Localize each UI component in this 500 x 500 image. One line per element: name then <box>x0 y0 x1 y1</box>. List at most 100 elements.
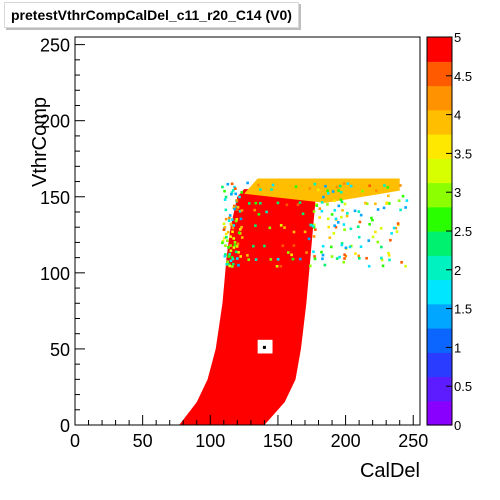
heatmap-cell <box>330 255 334 258</box>
heatmap-cell <box>227 263 231 266</box>
heatmap-cell <box>312 235 316 238</box>
colorbar-tick-label: 2.5 <box>454 224 472 239</box>
heatmap-cell <box>387 194 390 198</box>
heatmap-cell <box>348 245 352 249</box>
plot-area <box>179 178 409 425</box>
heatmap-cell <box>322 195 325 199</box>
heatmap-cell <box>371 218 374 222</box>
heatmap-cell <box>224 217 228 221</box>
y-axis-label: VthrComp <box>29 97 51 187</box>
heatmap-cell <box>330 213 334 216</box>
heatmap-cell <box>380 245 383 249</box>
heatmap-cell <box>236 242 240 246</box>
heatmap-cell <box>229 222 233 226</box>
colorbar-segment <box>427 37 452 62</box>
heatmap-cell <box>231 189 235 192</box>
heatmap-cell <box>222 222 226 226</box>
colorbar-segment <box>427 352 452 378</box>
heatmap-cell <box>233 204 236 208</box>
heatmap-cell <box>387 254 391 257</box>
y-tick-label: 200 <box>40 112 70 132</box>
heatmap-cell <box>381 264 385 268</box>
heatmap-cell <box>229 249 233 253</box>
heatmap-cell <box>374 202 377 206</box>
heatmap-cell <box>315 204 319 207</box>
heatmap-cell <box>328 236 332 239</box>
heatmap-cell <box>357 257 361 260</box>
heatmap-cell <box>364 201 367 205</box>
heatmap-cell <box>234 187 237 190</box>
heatmap-cell <box>401 194 405 198</box>
heatmap-cell <box>227 255 231 258</box>
chart-title: pretestVthrCompCalDel_c11_r20_C14 (V0) <box>4 2 299 28</box>
heatmap-cell <box>361 189 364 193</box>
heatmap-cell <box>349 227 353 231</box>
heatmap-cell <box>334 225 338 229</box>
heatmap-cell <box>376 240 380 244</box>
heatmap-cell <box>222 228 226 231</box>
heatmap-cell <box>308 187 312 190</box>
heatmap-cell <box>318 216 321 219</box>
colorbar-tick-label: 3.5 <box>454 146 472 161</box>
heatmap-cell <box>232 206 236 209</box>
colorbar-segment <box>427 255 452 281</box>
heatmap-cell <box>263 244 266 248</box>
colorbar-segment <box>427 85 452 111</box>
heatmap-cell <box>228 264 232 268</box>
y-tick-label: 100 <box>40 264 70 284</box>
heatmap-cell <box>230 182 234 186</box>
heatmap-cell <box>298 257 302 261</box>
heatmap-cell <box>254 224 257 227</box>
heatmap-cell <box>259 201 262 205</box>
heatmap-cell <box>223 189 226 193</box>
heatmap-cell <box>230 256 234 259</box>
heatmap-cell <box>237 263 240 267</box>
heatmap-cell <box>276 258 280 261</box>
heatmap-cell <box>303 230 307 234</box>
heatmap-cell <box>367 239 371 242</box>
heatmap-cell <box>231 257 235 261</box>
heatmap-cell <box>233 240 237 244</box>
y-tick-label: 150 <box>40 188 70 208</box>
heatmap-cell <box>353 209 357 213</box>
heatmap-cell <box>379 227 383 230</box>
heatmap-cell <box>339 198 343 202</box>
heatmap-marker-dot <box>262 345 266 349</box>
x-tick-label: 250 <box>398 431 428 451</box>
heatmap-cell <box>367 264 371 268</box>
colorbar-segment <box>427 206 452 232</box>
colorbar-segment <box>427 61 452 87</box>
heatmap-cell <box>257 183 260 187</box>
heatmap-cell <box>271 183 275 187</box>
heatmap-cell <box>233 207 236 211</box>
heatmap-cell <box>382 206 386 210</box>
heatmap-cell <box>346 211 349 215</box>
heatmap-cell <box>313 255 316 258</box>
heatmap-cell <box>239 255 242 258</box>
heatmap-cell <box>223 236 226 240</box>
heatmap-cell <box>228 214 232 217</box>
heatmap-cell <box>224 232 228 236</box>
heatmap-cell <box>279 224 283 227</box>
heatmap-cell <box>234 219 238 223</box>
heatmap-cell <box>229 244 232 247</box>
heatmap-cell <box>342 223 346 226</box>
heatmap-cell <box>371 235 375 239</box>
heatmap-cell <box>383 184 386 187</box>
heatmap-cell <box>298 201 302 204</box>
heatmap-cell <box>239 228 242 231</box>
heatmap-cell <box>265 210 268 214</box>
heatmap-cell <box>221 239 225 243</box>
heatmap-cell <box>254 201 258 205</box>
heatmap-cell <box>238 195 241 199</box>
heatmap-cell <box>231 218 234 221</box>
heatmap-cell <box>327 225 331 229</box>
heatmap-cell <box>231 226 235 230</box>
x-tick-label: 150 <box>263 431 293 451</box>
heatmap-cell <box>312 250 315 254</box>
heatmap-cell <box>335 185 339 189</box>
colorbar-tick-label: 3 <box>454 185 461 200</box>
heatmap-cell <box>252 244 255 248</box>
heatmap-cell <box>235 199 239 202</box>
